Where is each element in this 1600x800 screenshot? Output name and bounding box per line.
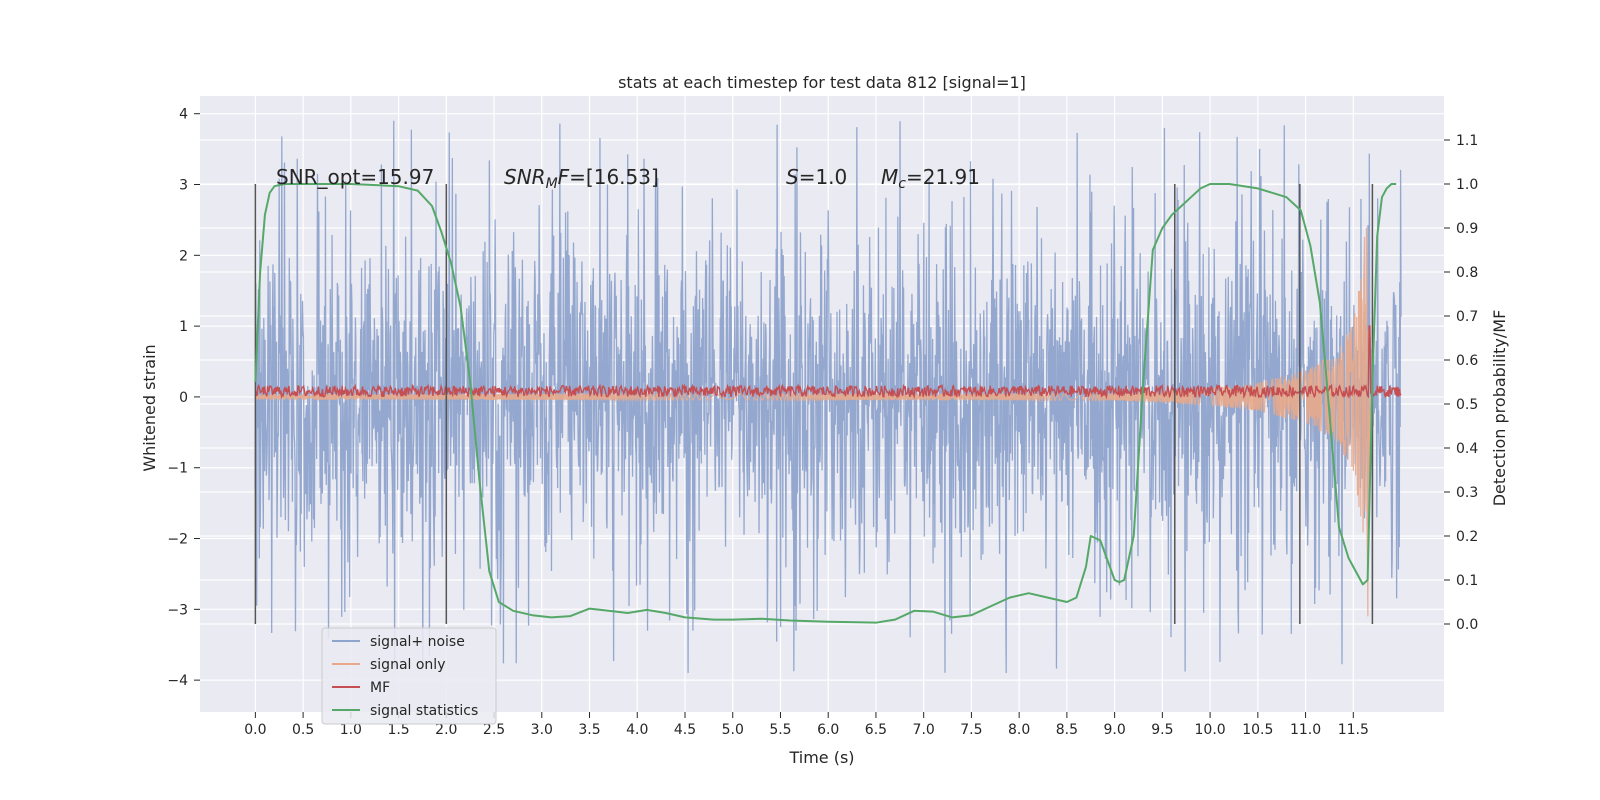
annotations: SNR_opt=15.97 SNRMF=[16.53] S=1.0 Mc=21.…: [276, 165, 980, 192]
x-tick-label: 9.0: [1103, 722, 1125, 738]
x-tick-label: 1.5: [387, 722, 409, 738]
annotation-mc-name: M: [881, 165, 898, 189]
y-tick-label: 2: [179, 248, 188, 264]
annotation-snr-mf-value: =[16.53]: [569, 165, 659, 189]
legend: signal+ noise signal only MF signal stat…: [321, 627, 497, 725]
legend-label-mf: MF: [370, 680, 390, 696]
x-tick-label: 4.0: [626, 722, 648, 738]
y-axis-title-right: Detection probability/MF: [1490, 310, 1509, 507]
series-signal-only: [254, 227, 1372, 617]
y-tick-label-right: 0.5: [1456, 397, 1478, 413]
y-tick-label-right: 0.2: [1456, 529, 1478, 545]
x-tick-label: 10.5: [1242, 722, 1273, 738]
x-tick-label: 2.5: [483, 722, 505, 738]
x-tick-label: 6.5: [865, 722, 887, 738]
x-tick-label: 5.5: [769, 722, 791, 738]
y-tick-label-right: 0.6: [1456, 353, 1478, 369]
annotation-snr-mf-name: SNR: [504, 165, 546, 189]
y-tick-label: −4: [167, 673, 188, 689]
legend-label-signal-noise: signal+ noise: [370, 634, 465, 650]
annotation-snr-opt: SNR_opt=15.97: [276, 165, 434, 189]
x-tick-label: 7.0: [913, 722, 935, 738]
x-tick-label: 11.5: [1338, 722, 1369, 738]
x-tick-label: 3.0: [531, 722, 553, 738]
x-tick-label: 6.0: [817, 722, 839, 738]
y-tick-label-right: 0.7: [1456, 309, 1478, 325]
x-tick-label: 9.5: [1151, 722, 1173, 738]
y-tick-label: 4: [179, 107, 188, 123]
series-signal-statistics: [254, 183, 1397, 624]
x-tick-label: 7.5: [960, 722, 982, 738]
x-tick-label: 10.0: [1195, 722, 1226, 738]
data-layer: [254, 120, 1402, 674]
y-tick-label: −1: [167, 461, 188, 477]
y-tick-label-right: 0.0: [1456, 617, 1478, 633]
y-tick-label: 0: [179, 390, 188, 406]
y-tick-label-right: 0.3: [1456, 485, 1478, 501]
x-axis-title: Time (s): [788, 748, 854, 767]
annotation-mc: Mc=21.91: [881, 165, 980, 192]
y-tick-label-right: 0.8: [1456, 265, 1478, 281]
x-tick-label: 0.0: [244, 722, 266, 738]
y-tick-label-right: 0.4: [1456, 441, 1478, 457]
annotation-s-value: =1.0: [799, 165, 848, 189]
x-tick-label: 1.0: [340, 722, 362, 738]
y-tick-label: −2: [167, 532, 188, 548]
annotation-mc-value: =21.91: [906, 165, 980, 189]
x-tick-label: 3.5: [578, 722, 600, 738]
legend-label-signal-statistics: signal statistics: [370, 703, 478, 719]
legend-box: [321, 627, 497, 725]
annotation-snr-mf: SNRMF=[16.53]: [504, 165, 659, 192]
y-tick-label-right: 0.1: [1456, 573, 1478, 589]
legend-label-signal-only: signal only: [370, 657, 445, 673]
y-tick-label: 1: [179, 319, 188, 335]
x-tick-label: 8.5: [1056, 722, 1078, 738]
x-tick-label: 11.0: [1290, 722, 1321, 738]
annotation-snr-mf-rest: F: [558, 165, 570, 189]
annotation-snr-mf-sub: M: [546, 176, 558, 192]
y-tick-label-right: 0.9: [1456, 221, 1478, 237]
x-tick-label: 8.0: [1008, 722, 1030, 738]
y-tick-label-right: 1.0: [1456, 177, 1478, 193]
chart-title: stats at each timestep for test data 812…: [618, 73, 1026, 92]
y-tick-label: −3: [167, 602, 188, 618]
y-tick-label-right: 1.1: [1456, 133, 1478, 149]
x-tick-label: 0.5: [292, 722, 314, 738]
y-axis-title: Whitened strain: [140, 344, 159, 471]
x-tick-label: 5.0: [722, 722, 744, 738]
x-tick-label: 4.5: [674, 722, 696, 738]
annotation-s: S=1.0: [786, 165, 847, 189]
annotation-s-name: S: [786, 165, 799, 189]
x-tick-label: 2.0: [435, 722, 457, 738]
y-tick-label: 3: [179, 178, 188, 194]
annotation-mc-sub: c: [898, 176, 906, 192]
axes: 0.0 0.5 1.0 1.5 2.0 2.5 3.0 3.5 4.0 4.5 5.0 5.5 6.0 6…: [167, 107, 1478, 738]
